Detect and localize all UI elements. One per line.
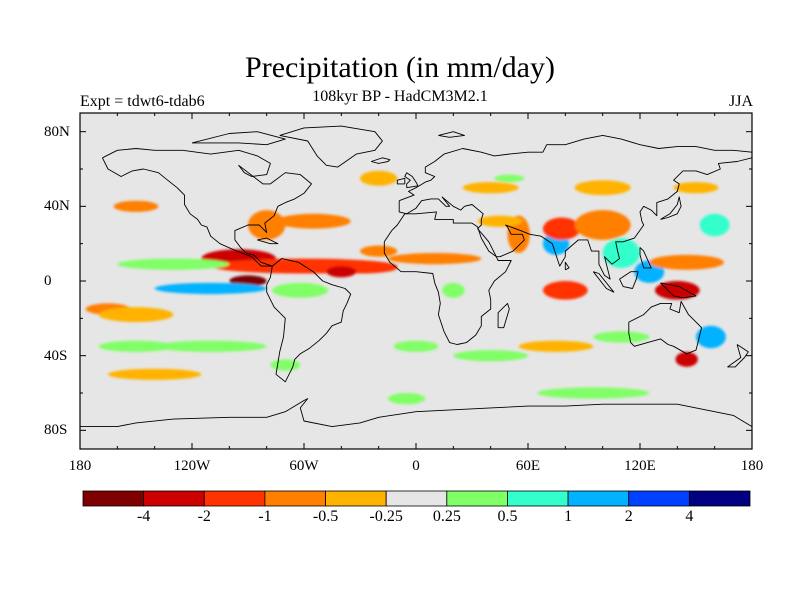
- anomaly-region: [462, 182, 519, 194]
- anomaly-region: [593, 331, 650, 343]
- colorbar-swatch: [264, 490, 326, 507]
- anomaly-region: [247, 210, 286, 240]
- lon-tick-label: 0: [412, 458, 420, 474]
- anomaly-region: [453, 350, 528, 362]
- anomaly-region: [276, 213, 351, 229]
- borneo-outline: [619, 271, 639, 289]
- anomaly-region: [108, 368, 202, 380]
- africa-outline: [383, 211, 512, 345]
- colorbar-swatch: [203, 490, 266, 507]
- anomaly-region: [673, 182, 719, 194]
- anomaly-region: [326, 266, 357, 278]
- anomaly-region: [542, 217, 581, 240]
- anomaly-region: [649, 254, 725, 270]
- anomaly-region: [270, 359, 301, 371]
- colorbar-label: -0.5: [312, 508, 339, 525]
- season-label: JJA: [728, 93, 753, 110]
- colorbar-label: -0.25: [369, 508, 403, 525]
- experiment-label: Expt = tdwt6-tdab6: [80, 93, 205, 110]
- sri-lanka-outline: [564, 261, 570, 271]
- colorbar-label: 1: [564, 508, 573, 525]
- lat-tick-label: 40N: [44, 198, 70, 215]
- anomaly-region: [477, 215, 523, 227]
- new-guinea-outline: [660, 282, 697, 299]
- colorbar-swatch: [82, 490, 145, 507]
- anomaly-region: [696, 325, 726, 349]
- plot-title: Precipitation (in mm/day): [245, 51, 555, 84]
- greenland-outline: [279, 125, 383, 168]
- cuba-outline: [257, 237, 279, 245]
- anomaly-region: [98, 340, 174, 352]
- japan-outline: [660, 196, 682, 220]
- anomaly-region: [542, 281, 588, 300]
- anomaly-region: [494, 174, 525, 183]
- anomaly-region: [699, 213, 730, 237]
- colorbar-swatch: [385, 490, 448, 507]
- anomaly-region: [654, 281, 700, 300]
- anomaly-region: [117, 258, 230, 270]
- colorbar-swatch: [688, 490, 751, 507]
- lat-tick-label: 80N: [44, 123, 70, 140]
- colorbar-label: 4: [685, 508, 694, 525]
- anomaly-region: [602, 238, 640, 268]
- anomaly-layer: [85, 170, 730, 405]
- south-america-outline: [266, 258, 352, 383]
- colorbar-label: 0.5: [497, 508, 518, 525]
- colorbar-label: -1: [258, 508, 272, 525]
- colorbar-label: -2: [197, 508, 211, 525]
- anomaly-region: [574, 180, 631, 196]
- anomaly-region: [360, 245, 398, 257]
- anomaly-region: [113, 200, 159, 212]
- australia-outline: [628, 301, 703, 355]
- north-america-outline: [101, 148, 312, 267]
- anomaly-region: [393, 340, 439, 352]
- uk-outline: [404, 172, 419, 189]
- colorbar-swatch: [507, 490, 569, 507]
- colorbar-label: 2: [624, 508, 633, 525]
- colorbar-swatch: [143, 490, 205, 507]
- lon-tick-label: 60E: [515, 458, 541, 474]
- lat-tick-label: 0: [44, 273, 52, 289]
- lon-tick-label: 180: [740, 458, 764, 474]
- lon-tick-label: 120W: [173, 458, 211, 474]
- antarctica-coast: [80, 398, 752, 428]
- lat-tick-label: 40S: [44, 347, 68, 364]
- anomaly-region: [537, 387, 650, 399]
- anomaly-region: [154, 340, 267, 352]
- anomaly-region: [518, 340, 594, 352]
- svalbard-outline: [438, 131, 465, 138]
- philippines-outline: [639, 247, 652, 269]
- anomaly-region: [388, 393, 426, 405]
- plot-subtitle: 108kyr BP - HadCM3M2.1: [312, 88, 488, 105]
- colorbar: [82, 490, 751, 507]
- anomaly-region: [154, 282, 267, 295]
- colorbar-swatch: [446, 490, 508, 507]
- sumatra-outline: [592, 271, 615, 293]
- anomaly-region: [442, 282, 465, 298]
- colorbar-swatch: [628, 490, 690, 507]
- lat-tick-label: 80S: [44, 422, 68, 439]
- lon-tick-label: 120E: [624, 458, 656, 474]
- anomaly-region: [360, 170, 398, 186]
- eurasia-outline: [398, 134, 752, 280]
- ireland-outline: [396, 177, 406, 185]
- canadian-archipelago: [191, 131, 286, 146]
- coastline-layer: [80, 125, 752, 428]
- colorbar-swatch: [325, 490, 387, 507]
- colorbar-swatch: [567, 490, 630, 507]
- anomaly-region: [98, 307, 174, 323]
- madagascar-outline: [497, 302, 510, 329]
- anomaly-region: [574, 210, 631, 240]
- lon-tick-label: 60W: [289, 458, 319, 474]
- iceland-outline: [371, 157, 391, 164]
- anomaly-region: [272, 282, 329, 298]
- new-zealand-outline: [727, 344, 749, 368]
- colorbar-label: -4: [136, 508, 151, 525]
- lon-tick-label: 180: [68, 458, 92, 474]
- colorbar-label: 0.25: [432, 508, 461, 525]
- anomaly-region: [388, 253, 482, 265]
- anomaly-region: [675, 351, 698, 367]
- axis-ticks: [79, 113, 753, 449]
